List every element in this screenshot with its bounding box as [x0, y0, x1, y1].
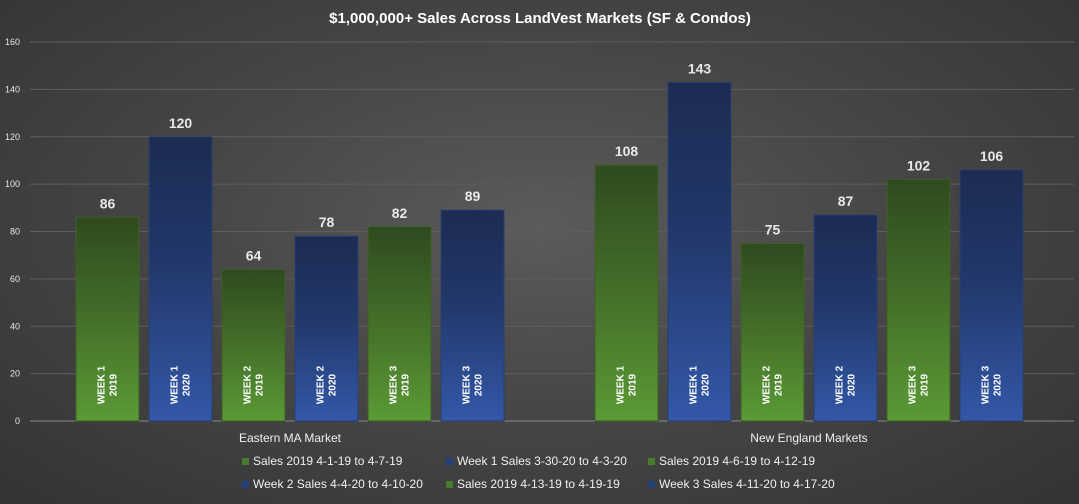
bar-week-label: WEEK 2	[835, 365, 846, 404]
data-label: 102	[907, 157, 931, 173]
bar-week-label: WEEK 1	[97, 365, 108, 404]
bar-year-label: 2019	[109, 373, 120, 396]
bar	[221, 268, 286, 422]
legend-entry: Sales 2019 4-13-19 to 4-19-19	[457, 477, 620, 491]
bar-year-label: 2019	[401, 373, 412, 396]
bar-year-label: 2020	[701, 373, 712, 396]
chart-title: $1,000,000+ Sales Across LandVest Market…	[329, 10, 751, 27]
data-label: 89	[465, 188, 481, 204]
y-tick-label: 20	[10, 369, 20, 379]
data-label: 75	[765, 221, 781, 237]
bar	[667, 81, 732, 422]
bar	[440, 209, 505, 422]
legend-entry: Week 3 Sales 4-11-20 to 4-17-20	[659, 477, 835, 491]
data-label: 87	[838, 193, 854, 209]
bar-week-label: WEEK 2	[243, 365, 254, 404]
bar	[813, 214, 878, 422]
y-axis: 0 20 40 60 80 100 120 140 160	[5, 37, 20, 426]
legend-entry: Sales 2019 4-1-19 to 4-7-19	[253, 454, 403, 468]
y-tick-label: 100	[5, 179, 20, 189]
bar	[148, 136, 213, 422]
legend-entry: Sales 2019 4-6-19 to 4-12-19	[659, 454, 815, 468]
legend: Sales 2019 4-1-19 to 4-7-19 Week 1 Sales …	[242, 454, 835, 491]
bar	[294, 235, 359, 422]
y-tick-label: 40	[10, 321, 20, 331]
bar-week-label: WEEK 2	[316, 365, 327, 404]
data-label: 82	[392, 205, 408, 221]
bar-week-label: WEEK 3	[462, 365, 473, 404]
bar-week-label: WEEK 2	[762, 365, 773, 404]
bar	[886, 178, 951, 422]
x-category-label: Eastern MA Market	[239, 431, 342, 445]
category-axis: Eastern MA Market New England Markets	[239, 431, 868, 445]
bar-week-label: WEEK 1	[170, 365, 181, 404]
x-category-label: New England Markets	[750, 431, 867, 445]
bar-year-label: 2020	[474, 373, 485, 396]
bar	[959, 169, 1024, 422]
bar-week-label: WEEK 3	[389, 365, 400, 404]
y-tick-label: 0	[15, 416, 20, 426]
bar	[740, 242, 805, 422]
data-label: 86	[100, 195, 116, 211]
y-tick-label: 140	[5, 84, 20, 94]
legend-swatch	[242, 458, 249, 465]
legend-swatch	[648, 458, 655, 465]
y-tick-label: 120	[5, 132, 20, 142]
bar	[367, 226, 432, 422]
bar-year-label: 2019	[255, 373, 266, 396]
data-label: 78	[319, 214, 335, 230]
legend-swatch	[446, 481, 453, 488]
bar-year-label: 2019	[920, 373, 931, 396]
bar-week-label: WEEK 1	[616, 365, 627, 404]
bar-year-label: 2019	[774, 373, 785, 396]
bar-week-label: WEEK 3	[981, 365, 992, 404]
y-tick-label: 80	[10, 227, 20, 237]
bar-week-label: WEEK 3	[908, 365, 919, 404]
bar-year-label: 2020	[182, 373, 193, 396]
y-tick-label: 60	[10, 274, 20, 284]
legend-swatch	[446, 458, 453, 465]
data-label: 143	[688, 60, 712, 76]
data-label: 64	[246, 247, 262, 263]
data-label: 106	[980, 148, 1004, 164]
bar	[75, 216, 140, 422]
bar	[594, 164, 659, 422]
legend-swatch	[648, 481, 655, 488]
bar-year-label: 2019	[628, 373, 639, 396]
legend-entry: Week 1 Sales 3-30-20 to 4-3-20	[457, 454, 627, 468]
bar-year-label: 2020	[993, 373, 1004, 396]
y-tick-label: 160	[5, 37, 20, 47]
legend-entry: Week 2 Sales 4-4-20 to 4-10-20	[253, 477, 423, 491]
data-label: 120	[169, 115, 193, 131]
bar-year-label: 2020	[328, 373, 339, 396]
bar-week-label: WEEK 1	[689, 365, 700, 404]
legend-swatch	[242, 481, 249, 488]
bar-year-label: 2020	[847, 373, 858, 396]
data-label: 108	[615, 143, 639, 159]
